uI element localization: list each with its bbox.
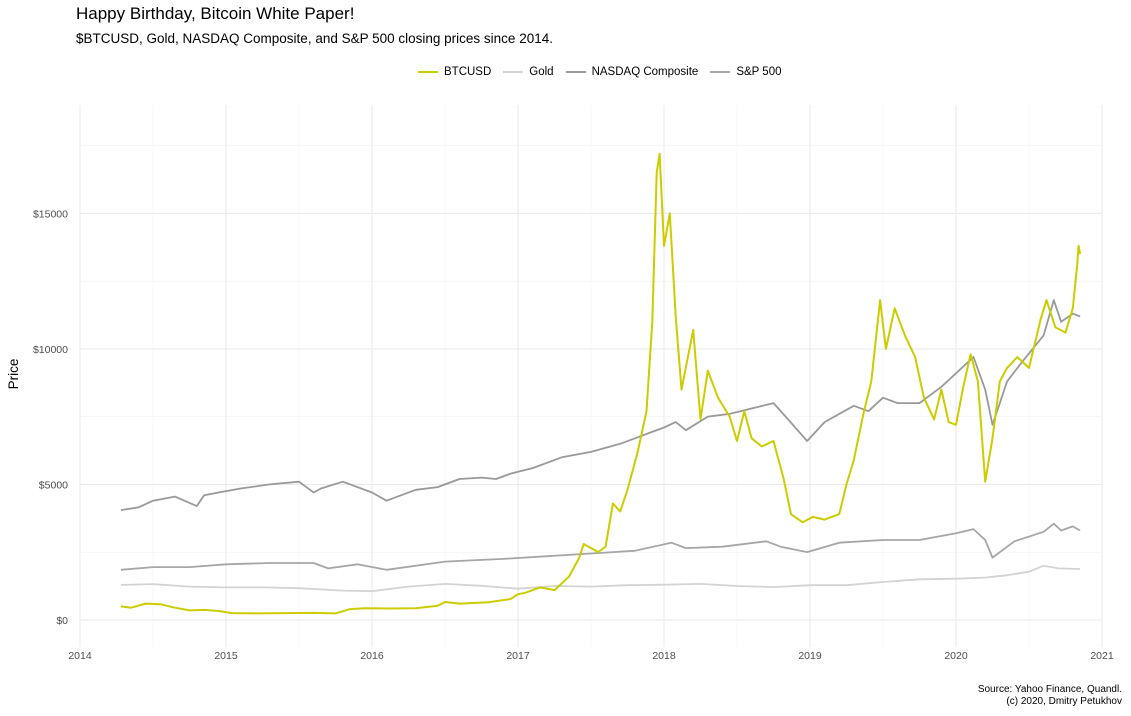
legend-key-sp500: [710, 71, 731, 73]
legend-label-sp500: S&P 500: [736, 66, 782, 78]
caption: Source: Yahoo Finance, Quandl. (c) 2020,…: [978, 684, 1122, 708]
series-line-sp500: [120, 522, 1081, 571]
legend: BTCUSD Gold NASDAQ Composite S&P 500: [418, 66, 794, 78]
chart-title: Happy Birthday, Bitcoin White Paper!: [76, 4, 355, 23]
y-tick-label: $15000: [33, 208, 68, 220]
x-tick-label: 2019: [798, 650, 822, 662]
x-tick-label: 2015: [214, 650, 238, 662]
y-tick-label: $0: [56, 615, 68, 627]
grid: [79, 105, 1103, 647]
legend-key-gold: [503, 71, 524, 73]
legend-label-gold: Gold: [529, 66, 554, 78]
legend-item-nasdaq: NASDAQ Composite: [565, 66, 699, 78]
y-tick-label: $10000: [33, 344, 68, 356]
chart-subtitle: $BTCUSD, Gold, NASDAQ Composite, and S&P…: [76, 31, 553, 46]
series-line-nasdaq: [120, 299, 1081, 511]
caption-copyright: (c) 2020, Dmitry Petukhov: [1006, 696, 1122, 707]
y-tick-label: $5000: [39, 479, 68, 491]
x-tick-label: 2021: [1090, 650, 1114, 662]
y-axis-title: Price: [6, 359, 21, 390]
series-lines: [120, 152, 1082, 615]
legend-label-nasdaq: NASDAQ Composite: [591, 66, 699, 78]
legend-item-sp500: S&P 500: [710, 66, 782, 78]
legend-key-btcusd: [418, 71, 438, 73]
series-line-btcusd: [120, 152, 1082, 615]
legend-key-nasdaq: [565, 71, 586, 73]
x-tick-label: 2016: [360, 650, 384, 662]
x-tick-label: 2020: [944, 650, 968, 662]
series-line-gold: [120, 564, 1081, 593]
x-tick-label: 2014: [68, 650, 92, 662]
x-tick-label: 2017: [506, 650, 530, 662]
caption-source: Source: Yahoo Finance, Quandl.: [977, 684, 1122, 695]
tick-labels: 2014 2015 2016 2017 2018 2019 2020 2021 $0 $5000 $…: [33, 208, 1114, 662]
legend-item-btcusd: BTCUSD: [418, 66, 491, 78]
x-tick-label: 2018: [652, 650, 676, 662]
legend-label-btcusd: BTCUSD: [444, 66, 492, 78]
legend-item-gold: Gold: [503, 66, 554, 78]
